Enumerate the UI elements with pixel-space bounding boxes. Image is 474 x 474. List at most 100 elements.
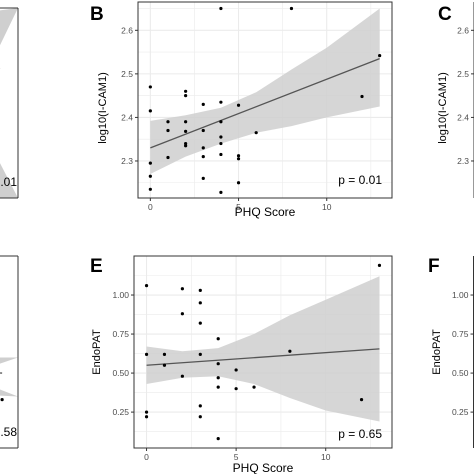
panel-e-data-point: [162, 352, 167, 356]
panel-e-data-point: [198, 352, 202, 356]
panel-c-y-tick-label: 2.6: [457, 25, 469, 35]
panel-e-data-point: [198, 321, 202, 325]
panel-b-fit-line: [150, 58, 380, 149]
panel-b: B 0 5 10 2.3 2.4 2.5 2.6 p = 0.01 PHQ Score l…: [90, 1, 393, 219]
panel-e-data-point: [144, 415, 149, 419]
panel-e-data-point: [144, 410, 149, 414]
panel-a-area: [0, 7, 19, 199]
panel-e-ci-band: [146, 276, 380, 422]
panel-b-data-point: [219, 6, 223, 11]
panel-b-data-point: [219, 135, 223, 139]
panel-e-fit-line: [146, 348, 380, 366]
panel-e-data-point: [180, 287, 184, 291]
panel-b-data-point: [360, 94, 364, 99]
panel-b-x-tick-label: 0: [148, 202, 153, 212]
panel-e-y-ticks: 0.25 0.50 0.75 1.00: [112, 290, 134, 417]
panel-b-data-point: [184, 94, 188, 98]
panel-b-frame: [137, 1, 393, 199]
panel-e-data-point: [144, 352, 149, 356]
panel-e-data-point: [198, 301, 202, 305]
panel-a: .01: [0, 7, 19, 199]
panel-c-y-ticks: 2.3 2.4 2.5 2.6: [457, 25, 474, 166]
panel-c: C log10(I-CAM1) 2.3 2.4 2.5 2.6: [437, 2, 474, 198]
panel-d-annotation: .58: [0, 425, 17, 439]
panel-b-data-point: [236, 157, 241, 161]
panel-b-points: [148, 6, 382, 194]
panel-f-y-tick-label: 0.25: [452, 407, 469, 417]
panel-a-annotation: .01: [0, 175, 17, 189]
panel-e-data-point: [144, 284, 149, 288]
panel-e-annotation: p = 0.65: [338, 427, 382, 441]
panel-e-y-tick-label: 1.00: [112, 290, 129, 300]
panel-b-data-point: [184, 144, 188, 148]
panel-e-data-point: [216, 376, 220, 380]
panel-e-x-tick-label: 5: [234, 452, 239, 462]
panel-b-data-point: [148, 161, 152, 165]
panel-b-y-label: log10(I-CAM1): [97, 72, 109, 144]
panel-b-data-point: [201, 128, 205, 133]
panel-f-y-label: EndoPAT: [431, 329, 443, 375]
panel-e-x-tick-label: 10: [321, 452, 331, 462]
panel-f: F EndoPAT 0.25 0.50 0.75 1.00: [428, 256, 474, 448]
panel-b-data-point: [219, 141, 223, 146]
panel-b-data-point: [166, 128, 170, 133]
panel-c-y-label: log10(I-CAM1): [437, 72, 449, 144]
panel-b-data-point: [236, 154, 241, 158]
panel-f-y-ticks: 0.25 0.50 0.75 1.00: [452, 290, 474, 417]
panel-b-data-point: [148, 109, 152, 113]
panel-b-data-point: [184, 120, 188, 124]
panel-f-y-tick-label: 0.50: [452, 368, 469, 378]
panel-b-data-point: [201, 146, 205, 150]
panel-e-data-point: [359, 398, 364, 402]
panel-e-y-tick-label: 0.75: [112, 329, 129, 339]
panel-b-x-tick-label: 5: [236, 202, 241, 212]
panel-b-x-tick-label: 10: [322, 202, 332, 212]
panel-e-x-ticks: 0 5 10: [144, 448, 331, 462]
panel-c-y-tick-label: 2.5: [457, 69, 469, 79]
panel-b-data-point: [219, 152, 223, 157]
panel-f-letter: F: [428, 256, 440, 277]
panel-b-data-point: [184, 129, 188, 133]
panel-e-data-point: [198, 288, 202, 292]
panel-e-data-point: [377, 263, 382, 267]
panel-b-ci-band: [150, 8, 380, 174]
panel-b-data-point: [201, 176, 205, 180]
panel-b-letter: B: [90, 4, 104, 25]
panel-b-regression-line: [150, 58, 380, 149]
panel-b-annotation: p = 0.01: [338, 173, 382, 187]
panel-b-data-point: [219, 190, 223, 194]
panel-e-x-tick-label: 0: [144, 452, 149, 462]
panel-b-y-tick-label: 2.4: [121, 112, 133, 122]
panel-b-y-tick-label: 2.5: [121, 69, 133, 79]
panel-e-y-tick-label: 0.50: [112, 368, 129, 378]
panel-e-letter: E: [90, 256, 103, 277]
panel-b-data-point: [289, 6, 294, 11]
panel-e-data-point: [198, 415, 202, 419]
panel-e-data-point: [162, 363, 167, 367]
panel-e-data-point: [234, 368, 238, 372]
panel-b-data-point: [166, 120, 170, 124]
panel-b-data-point: [219, 120, 223, 124]
panel-e-data-point: [198, 404, 202, 408]
panel-e: E 0 5 10 0.25 0.50 0.75 1.00 p = 0.65 PHQ Sco…: [90, 255, 393, 474]
panel-d-background: [0, 256, 18, 448]
panel-b-data-point: [166, 155, 170, 160]
panel-b-data-point: [184, 89, 188, 93]
panel-e-data-point: [234, 387, 238, 391]
panel-d: .58: [0, 255, 19, 449]
panel-e-data-point: [180, 312, 184, 316]
panel-e-y-tick-label: 0.25: [112, 407, 129, 417]
panel-f-y-tick-label: 0.75: [452, 329, 469, 339]
panel-e-frame: [133, 255, 393, 449]
panel-b-data-point: [236, 181, 241, 185]
panel-b-confidence-band: [150, 8, 380, 174]
panel-b-x-label: PHQ Score: [235, 205, 296, 219]
panel-d-data-point: [0, 398, 4, 402]
panel-a-confidence-band: [0, 8, 18, 198]
panel-e-data-point: [216, 437, 220, 441]
panel-b-data-point: [378, 53, 382, 58]
panel-a-background: [0, 8, 18, 198]
panel-b-data-point: [254, 131, 258, 135]
panel-e-y-label: EndoPAT: [91, 329, 103, 375]
